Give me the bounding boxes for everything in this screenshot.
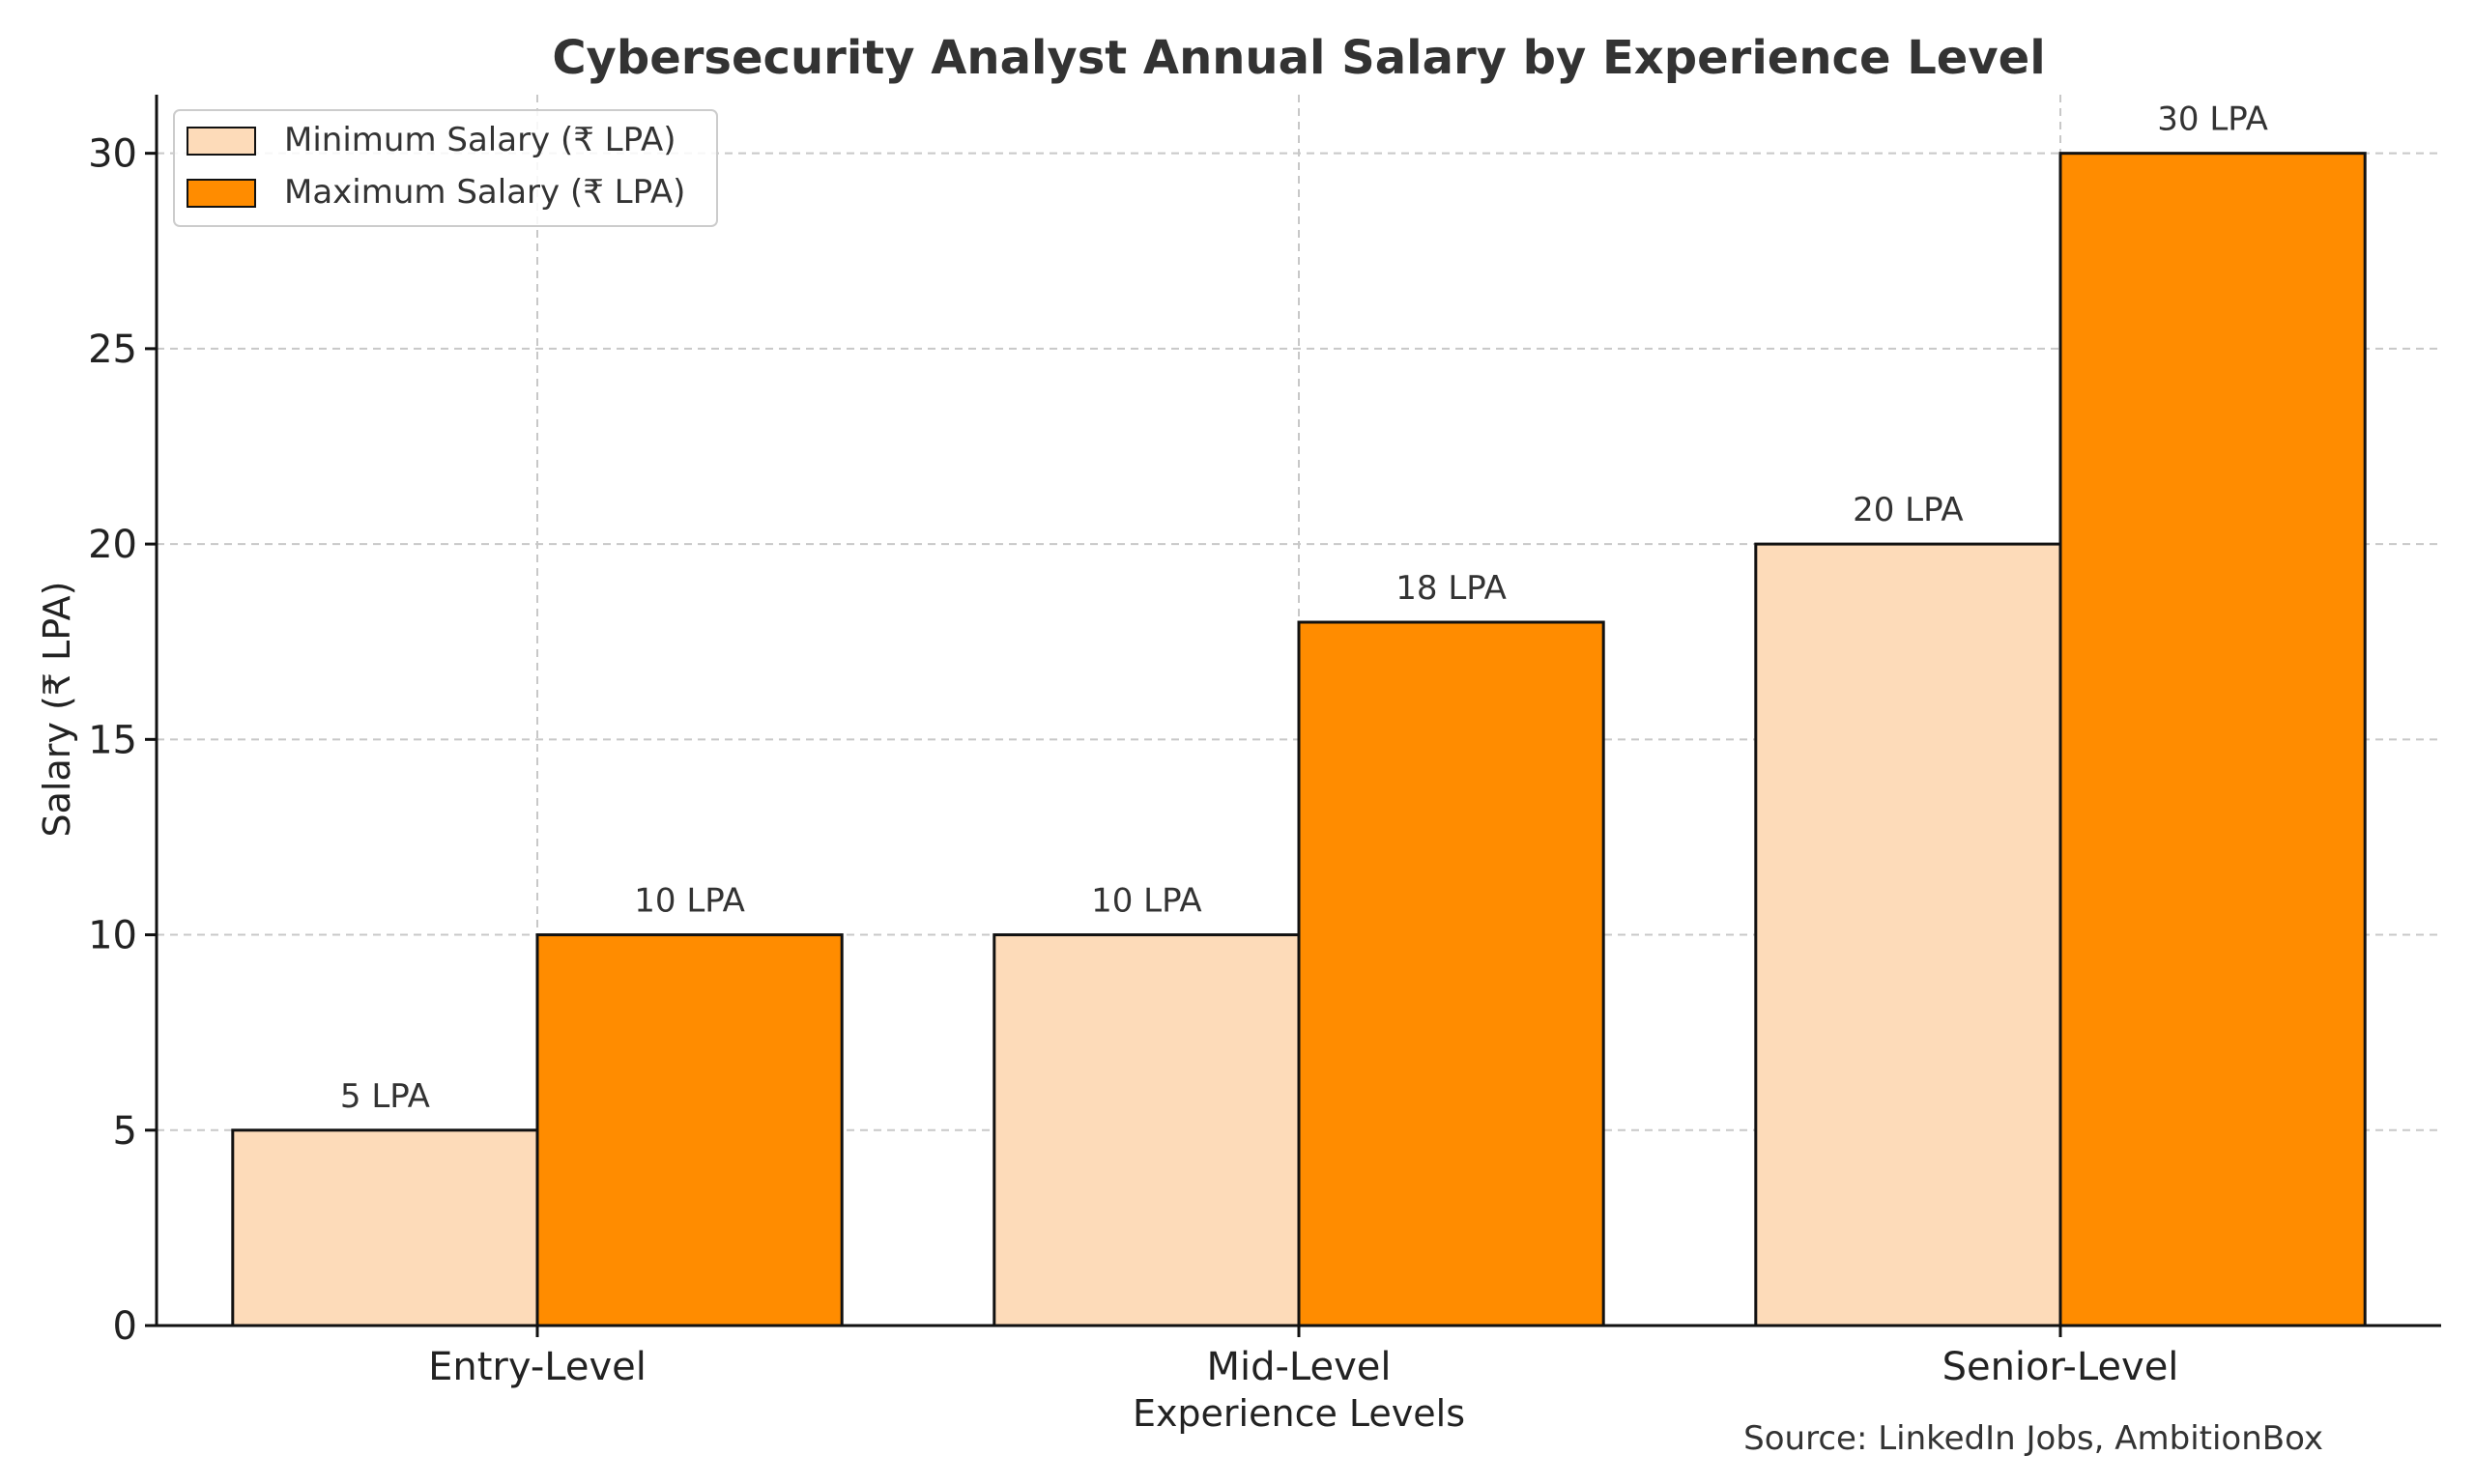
bar-maximum-mid-level — [1297, 620, 1605, 1327]
legend-label-maximum: Maximum Salary (₹ LPA) — [284, 173, 685, 212]
y-tick-label-20: 20 — [88, 523, 137, 567]
y-axis-label: Salary (₹ LPA) — [36, 582, 78, 838]
x-tick-label-senior-level: Senior-Level — [1942, 1345, 2179, 1389]
y-tick-label-30: 30 — [88, 132, 137, 177]
bar-label-maximum-senior-level: 30 LPA — [2157, 100, 2268, 139]
x-axis-label: Experience Levels — [1133, 1392, 1465, 1435]
x-tick-label-mid-level: Mid-Level — [1206, 1345, 1391, 1389]
bar-value-labels: 5 LPA 10 LPA 20 LPA 10 LPA 18 LPA 30 LPA — [340, 100, 2268, 1116]
bars — [231, 152, 2367, 1327]
bar-minimum-mid-level — [992, 933, 1301, 1327]
bar-maximum-senior-level — [2058, 152, 2367, 1327]
y-tick-label-25: 25 — [88, 328, 137, 372]
bar-minimum-senior-level — [1754, 542, 2062, 1327]
legend-frame — [173, 109, 718, 227]
chart-title: Cybersecurity Analyst Annual Salary by E… — [552, 31, 2045, 85]
bar-maximum-entry-level — [535, 933, 844, 1327]
x-tick-label-entry-level: Entry-Level — [428, 1345, 647, 1389]
y-tick-label-10: 10 — [88, 914, 137, 958]
y-tick-label-0: 0 — [113, 1304, 137, 1349]
bar-minimum-entry-level — [231, 1128, 539, 1327]
source-note: Source: LinkedIn Jobs, AmbitionBox — [1743, 1419, 2323, 1458]
legend-label-minimum: Minimum Salary (₹ LPA) — [284, 121, 676, 159]
bar-label-minimum-entry-level: 5 LPA — [340, 1077, 430, 1116]
legend: Minimum Salary (₹ LPA) Maximum Salary (₹… — [173, 109, 718, 227]
legend-swatch-minimum — [187, 127, 256, 156]
y-tick-label-5: 5 — [113, 1109, 137, 1154]
bar-label-maximum-mid-level: 18 LPA — [1395, 569, 1507, 608]
x-tick-labels: Entry-Level Mid-Level Senior-Level — [428, 1326, 2178, 1389]
bar-label-minimum-senior-level: 20 LPA — [1853, 491, 1964, 529]
bar-label-maximum-entry-level: 10 LPA — [634, 882, 745, 921]
legend-swatch-maximum — [187, 179, 256, 208]
bar-label-minimum-mid-level: 10 LPA — [1091, 882, 1202, 921]
y-tick-labels: 0 5 10 15 20 25 30 — [88, 132, 157, 1349]
y-tick-label-15: 15 — [88, 718, 137, 762]
